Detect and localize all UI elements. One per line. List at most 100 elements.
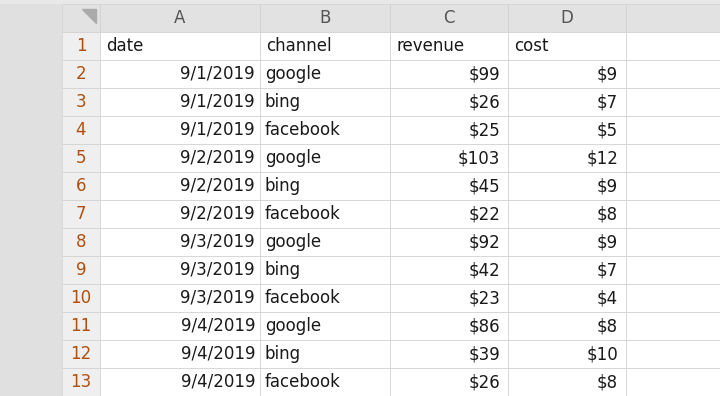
Bar [62,284,100,312]
Text: 5: 5 [76,149,86,167]
Text: 11: 11 [71,317,91,335]
Text: $8: $8 [597,373,618,391]
Bar [626,284,720,312]
Text: $8: $8 [597,205,618,223]
Bar [100,368,260,396]
Bar [0,4,62,396]
Bar [100,340,260,368]
Bar [260,60,390,88]
Bar [62,340,100,368]
Bar [390,144,508,172]
Text: $10: $10 [586,345,618,363]
Bar [508,284,626,312]
Bar [260,200,390,228]
Text: $9: $9 [597,65,618,83]
Bar [390,312,508,340]
Bar [390,200,508,228]
Bar [508,256,626,284]
Bar [260,284,390,312]
Text: $92: $92 [468,233,500,251]
Bar [626,60,720,88]
Bar [260,312,390,340]
Bar [100,4,260,32]
Bar [626,256,720,284]
Bar [626,144,720,172]
Bar [626,200,720,228]
Bar [508,88,626,116]
Text: $45: $45 [469,177,500,195]
Text: 9/3/2019: 9/3/2019 [181,289,255,307]
Text: 7: 7 [76,205,86,223]
Text: $39: $39 [468,345,500,363]
Bar [62,368,100,396]
Bar [508,144,626,172]
Bar [390,32,508,60]
Bar [260,32,390,60]
Bar [100,32,260,60]
Text: 12: 12 [71,345,91,363]
Text: google: google [265,233,321,251]
Bar [390,116,508,144]
Bar [390,88,508,116]
Bar [626,32,720,60]
Text: B: B [319,9,330,27]
Polygon shape [82,9,96,23]
Bar [62,256,100,284]
Bar [508,368,626,396]
Text: $8: $8 [597,317,618,335]
Bar [62,88,100,116]
Text: 9/1/2019: 9/1/2019 [181,65,255,83]
Bar [508,172,626,200]
Bar [62,228,100,256]
Bar [100,312,260,340]
Text: google: google [265,317,321,335]
Bar [508,340,626,368]
Text: $26: $26 [468,93,500,111]
Bar [62,144,100,172]
Text: 9/4/2019: 9/4/2019 [181,373,255,391]
Bar [508,228,626,256]
Text: $7: $7 [597,261,618,279]
Bar [62,60,100,88]
Bar [626,312,720,340]
Text: facebook: facebook [265,373,341,391]
Text: $42: $42 [468,261,500,279]
Text: 9/4/2019: 9/4/2019 [181,345,255,363]
Bar [626,4,720,396]
Bar [626,116,720,144]
Text: 9/2/2019: 9/2/2019 [181,205,255,223]
Text: 2: 2 [76,65,86,83]
Text: facebook: facebook [265,289,341,307]
Bar [100,256,260,284]
Text: 9/2/2019: 9/2/2019 [181,177,255,195]
Text: A: A [174,9,186,27]
Text: cost: cost [514,37,549,55]
Bar [100,200,260,228]
Bar [390,340,508,368]
Bar [390,256,508,284]
Text: bing: bing [265,93,301,111]
Text: date: date [106,37,143,55]
Bar [260,116,390,144]
Text: $12: $12 [586,149,618,167]
Text: google: google [265,65,321,83]
Text: revenue: revenue [396,37,464,55]
Text: 4: 4 [76,121,86,139]
Bar [260,172,390,200]
Text: 6: 6 [76,177,86,195]
Bar [508,200,626,228]
Text: $9: $9 [597,233,618,251]
Bar [626,228,720,256]
Text: $86: $86 [469,317,500,335]
Text: $26: $26 [468,373,500,391]
Text: $7: $7 [597,93,618,111]
Bar [390,284,508,312]
Text: bing: bing [265,261,301,279]
Bar [508,60,626,88]
Bar [626,172,720,200]
Text: 13: 13 [71,373,91,391]
Text: bing: bing [265,177,301,195]
Text: 9/3/2019: 9/3/2019 [181,233,255,251]
Text: 8: 8 [76,233,86,251]
Text: facebook: facebook [265,205,341,223]
